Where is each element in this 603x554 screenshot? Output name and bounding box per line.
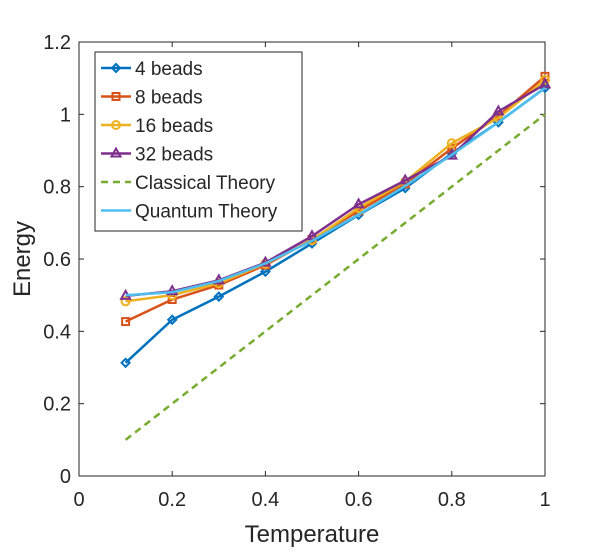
data-point-16-beads [446,138,457,149]
legend-item-16-beads: 16 beads [101,116,213,137]
data-point-32-beads [492,104,505,116]
data-point-32-beads [538,77,552,89]
series-line-classical-theory [124,113,546,441]
y-tick-label: 0.4 [43,321,71,343]
x-tick-label: 0.8 [438,489,466,511]
data-point-32-beads [352,197,365,209]
series-line-quantum-theory [125,86,546,297]
legend-marker-16-beads [111,120,121,130]
legend-label-quantum-theory: Quantum Theory [135,202,278,223]
legend-label-8-beads: 8 beads [135,88,203,109]
y-tick-label: 0.6 [43,249,71,271]
data-point-4-beads [120,357,132,369]
data-point-32-beads [305,229,319,241]
legend: 4 beads 8 beads 16 beads 32 beads Classical … [94,51,303,232]
legend-marker-8-beads [111,92,121,101]
data-point-4-beads [259,266,271,278]
x-tick-label: 0 [73,489,84,511]
legend-box [94,51,303,232]
legend-item-classical-theory: Classical Theory [101,173,276,194]
legend-label-4-beads: 4 beads [135,59,203,80]
data-point-16-beads [540,74,550,85]
legend-label-classical-theory: Classical Theory [135,173,276,194]
data-point-4-beads [166,314,178,326]
series-classical-theory [124,113,546,441]
x-tick-label: 1 [539,489,550,511]
series-line-16-beads [125,79,546,303]
y-tick-label: 0.2 [43,394,71,416]
legend-item-quantum-theory: Quantum Theory [101,202,278,223]
y-tick-label: 1.2 [43,32,71,54]
data-point-32-beads [165,284,179,296]
series-layer [119,71,552,441]
x-tick-label: 0.2 [158,489,186,511]
y-tick-label: 0.8 [43,177,71,199]
x-tick-label: 0.6 [345,489,373,511]
axes: 0 0.2 0.4 0.6 0.8 1 0 0.2 0.4 0.6 0.8 1 1.2 [43,32,550,511]
legend-item-4-beads: 4 beads [101,59,203,80]
series-quantum-theory [125,86,546,297]
x-axis-label: Temperature [245,521,380,548]
data-point-4-beads [213,291,225,303]
x-tick-label: 0.4 [251,489,279,511]
legend-item-8-beads: 8 beads [101,88,203,109]
legend-marker-4-beads [110,62,122,74]
data-point-8-beads [121,317,131,327]
legend-label-16-beads: 16 beads [135,116,213,137]
y-axis-label: Energy [9,221,36,297]
data-point-16-beads [120,296,131,307]
y-tick-label: 1 [60,104,71,126]
y-tick-label: 0 [60,466,71,488]
legend-marker-32-beads [109,146,123,158]
legend-item-32-beads: 32 beads [101,145,213,166]
data-point-32-beads [398,173,412,185]
legend-label-32-beads: 32 beads [135,145,213,166]
